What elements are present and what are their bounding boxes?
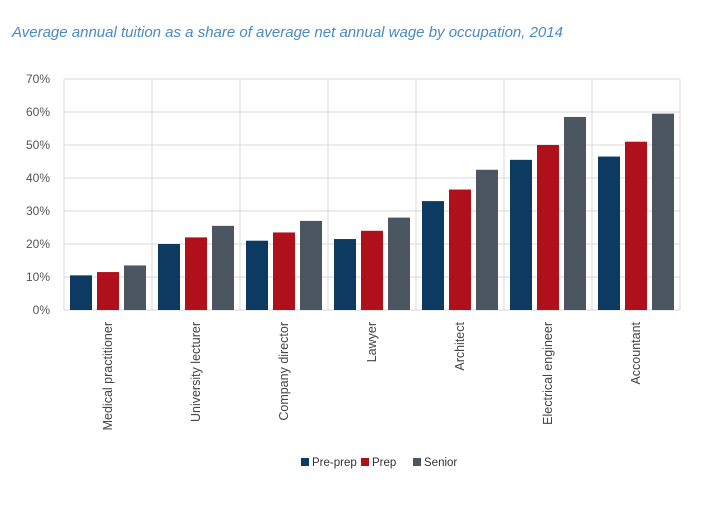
bar xyxy=(361,230,383,310)
legend-swatch xyxy=(361,458,369,466)
y-tick-label: 50% xyxy=(26,138,50,152)
legend-swatch xyxy=(301,458,309,466)
bar xyxy=(334,239,356,310)
x-category-label: Company director xyxy=(277,322,291,421)
bar xyxy=(97,272,119,310)
bar xyxy=(476,169,498,310)
x-category-label: Architect xyxy=(453,321,467,370)
bar xyxy=(300,220,322,310)
bar xyxy=(510,159,532,310)
bar xyxy=(422,201,444,310)
bar xyxy=(564,116,586,310)
bar xyxy=(625,141,647,310)
bar xyxy=(273,232,295,310)
y-tick-label: 70% xyxy=(26,72,50,86)
x-category-label: Accountant xyxy=(629,321,643,384)
bar xyxy=(158,244,180,310)
bar xyxy=(212,225,234,310)
legend-label: Pre-prep xyxy=(312,457,357,469)
bar xyxy=(652,113,674,311)
bar xyxy=(598,156,620,310)
chart-title: Average annual tuition as a share of ave… xyxy=(12,24,563,41)
y-tick-label: 20% xyxy=(26,237,50,251)
y-tick-label: 0% xyxy=(33,303,51,317)
bar xyxy=(449,189,471,310)
bar xyxy=(185,237,207,310)
bar xyxy=(388,217,410,310)
x-axis-categories: Medical practitioner University lecturer C… xyxy=(101,321,643,430)
bar xyxy=(537,145,559,310)
bar xyxy=(124,265,146,310)
legend: Pre-prep Prep Senior xyxy=(301,457,457,469)
y-tick-label: 60% xyxy=(26,105,50,119)
bar xyxy=(70,275,92,310)
legend-swatch xyxy=(413,458,421,466)
y-tick-label: 30% xyxy=(26,204,50,218)
legend-label: Senior xyxy=(424,457,457,469)
x-category-label: University lecturer xyxy=(189,322,203,422)
y-axis-ticks: 0% 10% 20% 30% 40% 50% 60% 70% xyxy=(26,72,50,317)
y-tick-label: 40% xyxy=(26,171,50,185)
x-category-label: Electrical engineer xyxy=(541,322,555,425)
bar xyxy=(246,240,268,310)
legend-label: Prep xyxy=(372,457,396,469)
x-category-label: Medical practitioner xyxy=(101,322,115,430)
bars xyxy=(70,113,674,311)
y-tick-label: 10% xyxy=(26,270,50,284)
x-category-label: Lawyer xyxy=(365,322,379,362)
